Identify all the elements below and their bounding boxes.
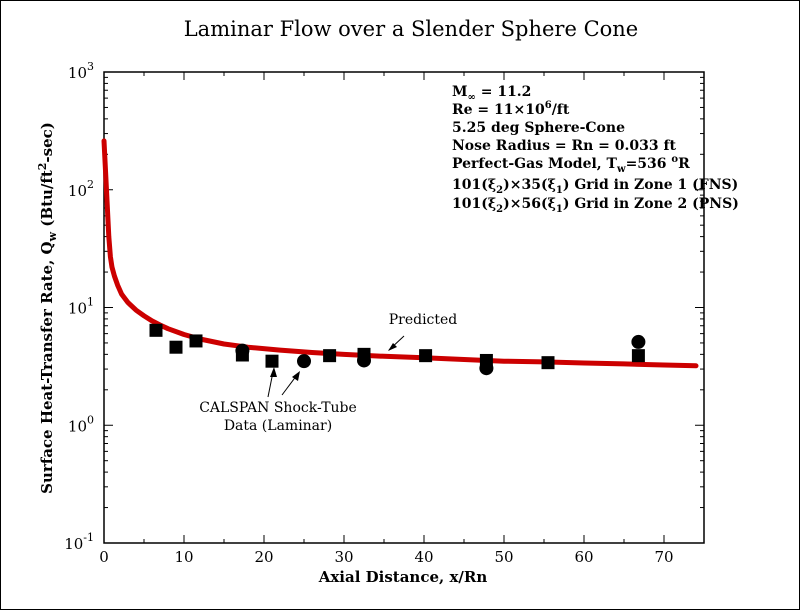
data-annotation-line1: CALSPAN Shock-Tube (199, 400, 357, 416)
condition-gas-model: Perfect-Gas Model, Tw=536 oR (452, 154, 690, 175)
predicted-curve (101, 138, 699, 369)
x-tick-label: 10 (174, 548, 193, 566)
conditions-block: M∞ = 11.2 Re = 11×106/ft 5.25 deg Sphere… (452, 84, 739, 215)
data-point-circle (631, 334, 646, 349)
data-point-circle (297, 354, 311, 369)
data-point-square (189, 334, 203, 348)
y-tick-label: 10-1 (64, 531, 94, 553)
condition-reynolds: Re = 11×106/ft (452, 100, 570, 118)
y-axis-label: Surface Heat-Transfer Rate, Qw (Btu/ft2-… (36, 122, 59, 494)
y-tick-label: 103 (68, 60, 94, 82)
data-point-circle (235, 343, 250, 358)
data-arrow-2-head (292, 371, 300, 381)
data-series (101, 138, 699, 376)
x-tick-label: 70 (654, 548, 673, 566)
predicted-arrow-head (388, 343, 397, 351)
data-annotation-line2: Data (Laminar) (224, 418, 332, 434)
x-tick-label: 20 (254, 548, 273, 566)
data-arrow-1-head (270, 367, 277, 377)
plot-axes (103, 71, 705, 544)
x-tick-label: 50 (494, 548, 513, 566)
data-point-square (419, 349, 433, 363)
condition-cone: 5.25 deg Sphere-Cone (452, 120, 625, 136)
data-point-square (169, 340, 183, 354)
condition-nose-radius: Nose Radius = Rn = 0.033 ft (452, 138, 676, 154)
data-point-circle (479, 361, 494, 376)
x-tick-label: 30 (334, 548, 353, 566)
y-tick-label: 102 (68, 178, 94, 200)
data-point-square (323, 349, 337, 363)
data-point-square (541, 356, 555, 370)
data-point-square (149, 323, 163, 337)
data-point-square (265, 354, 279, 368)
y-tick-label: 101 (68, 296, 94, 318)
x-tick-label: 0 (99, 548, 109, 566)
condition-grid-zone-1: 101(ξ2)×35(ξ1) Grid in Zone 1 (FNS) (452, 177, 738, 196)
y-tick-label: 100 (68, 413, 94, 435)
x-axis-label: Axial Distance, x/Rn (318, 568, 488, 586)
chart-title: Laminar Flow over a Slender Sphere Cone (184, 17, 639, 41)
condition-mach: M∞ = 11.2 (452, 84, 531, 103)
condition-grid-zone-2: 101(ξ2)×56(ξ1) Grid in Zone 2 (PNS) (452, 196, 739, 215)
y-tick-labels: 10-1 100 101 102 103 (64, 60, 94, 553)
data-point-square (631, 349, 645, 363)
x-tick-labels: 0 10 20 30 40 50 60 70 (99, 548, 673, 566)
x-tick-label: 60 (574, 548, 593, 566)
data-point-circle (357, 353, 371, 368)
predicted-annotation: Predicted (389, 312, 458, 328)
x-tick-label: 40 (414, 548, 433, 566)
